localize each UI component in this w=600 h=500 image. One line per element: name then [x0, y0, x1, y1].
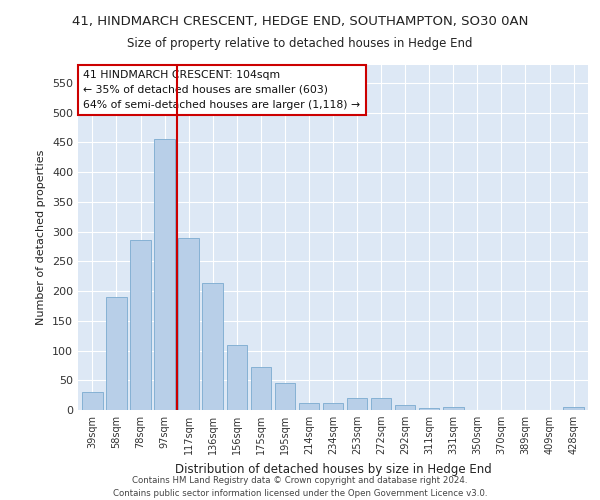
Bar — [395, 405, 415, 410]
X-axis label: Distribution of detached houses by size in Hedge End: Distribution of detached houses by size … — [175, 462, 491, 475]
Bar — [130, 240, 151, 410]
Bar — [563, 407, 584, 410]
Bar — [178, 238, 199, 410]
Text: 41 HINDMARCH CRESCENT: 104sqm
← 35% of detached houses are smaller (603)
64% of : 41 HINDMARCH CRESCENT: 104sqm ← 35% of d… — [83, 70, 360, 110]
Y-axis label: Number of detached properties: Number of detached properties — [37, 150, 46, 325]
Bar — [106, 297, 127, 410]
Text: Contains HM Land Registry data © Crown copyright and database right 2024.
Contai: Contains HM Land Registry data © Crown c… — [113, 476, 487, 498]
Bar — [251, 366, 271, 410]
Bar — [154, 140, 175, 410]
Bar — [202, 284, 223, 410]
Bar — [299, 403, 319, 410]
Bar — [347, 398, 367, 410]
Bar — [323, 403, 343, 410]
Text: Size of property relative to detached houses in Hedge End: Size of property relative to detached ho… — [127, 38, 473, 51]
Bar — [371, 398, 391, 410]
Bar — [419, 408, 439, 410]
Text: 41, HINDMARCH CRESCENT, HEDGE END, SOUTHAMPTON, SO30 0AN: 41, HINDMARCH CRESCENT, HEDGE END, SOUTH… — [72, 15, 528, 28]
Bar — [275, 382, 295, 410]
Bar — [443, 407, 464, 410]
Bar — [82, 392, 103, 410]
Bar — [227, 344, 247, 410]
